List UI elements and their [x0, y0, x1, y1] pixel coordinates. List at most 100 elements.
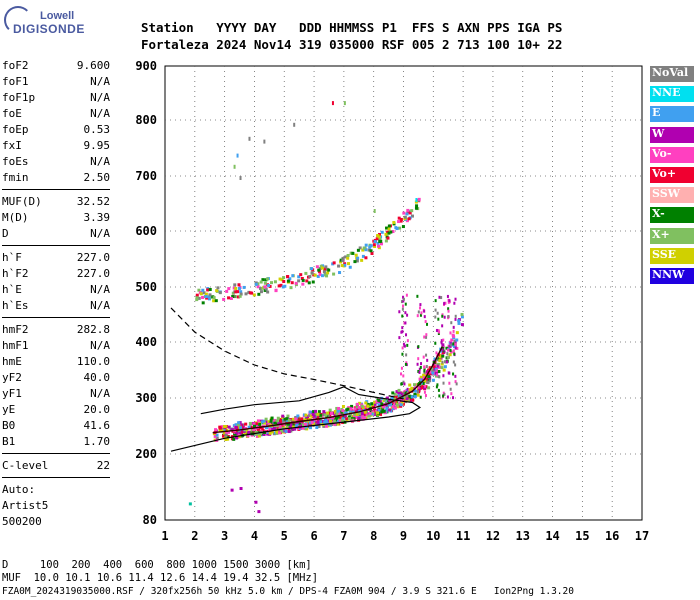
echo-point	[396, 405, 400, 409]
echo-point	[372, 243, 376, 247]
echo-point	[332, 419, 336, 423]
sporadic-echo	[239, 176, 242, 180]
echo-point	[379, 239, 383, 243]
param-value: 22	[96, 459, 110, 472]
echo-point	[408, 383, 412, 387]
echo-point	[442, 368, 446, 372]
echo-point	[402, 211, 406, 215]
echo-point	[397, 216, 401, 220]
echo-point	[291, 274, 295, 278]
sporadic-echo	[263, 139, 266, 144]
x-tick-label: 7	[340, 529, 347, 543]
echo-point	[328, 408, 332, 412]
echo-point	[428, 370, 432, 374]
echo-point	[363, 412, 367, 416]
echo-point	[273, 421, 277, 425]
low-echo	[230, 488, 234, 492]
echo-point	[340, 264, 344, 268]
echo-point	[405, 219, 409, 223]
echo-point	[405, 399, 409, 403]
param-value: N/A	[90, 75, 110, 88]
echo-point	[315, 425, 319, 429]
echo-point	[265, 425, 269, 429]
echo-point	[332, 261, 336, 265]
echo-point	[353, 407, 357, 411]
spread-f-point	[452, 325, 455, 329]
echo-point	[289, 422, 293, 426]
spread-f-point	[450, 392, 453, 396]
echo-point	[394, 395, 398, 399]
spread-f-point	[406, 343, 409, 347]
sporadic-echo	[233, 164, 236, 169]
echo-point	[318, 267, 322, 271]
echo-point	[388, 408, 392, 412]
echo-point	[331, 262, 335, 266]
spread-f-point	[402, 295, 405, 299]
echo-point	[371, 410, 375, 414]
spread-f-point	[442, 394, 445, 398]
echo-point	[357, 405, 361, 409]
echo-point	[271, 427, 275, 431]
autoscaling-note: Auto:	[2, 483, 36, 496]
echo-point	[335, 406, 339, 410]
echo-point	[361, 248, 365, 252]
echo-point	[376, 244, 380, 248]
echo-point	[443, 365, 447, 369]
echo-point	[410, 386, 414, 390]
echo-point	[401, 398, 405, 402]
echo-point	[366, 404, 370, 408]
param-name: MUF(D)	[2, 195, 42, 208]
echo-point	[455, 338, 459, 342]
echo-point	[391, 230, 395, 234]
echo-point	[393, 406, 397, 410]
param-row-hmf1: hmF1 N/A	[2, 338, 110, 354]
spread-f-point	[423, 315, 426, 319]
echo-point	[227, 296, 231, 300]
echo-point	[445, 346, 449, 350]
spread-f-point	[453, 339, 456, 343]
echo-point	[413, 395, 417, 399]
echo-point	[209, 295, 213, 299]
spread-f-point	[452, 349, 455, 353]
spread-f-point	[400, 330, 403, 334]
param-value: 9.95	[83, 139, 111, 152]
echo-point	[373, 402, 377, 406]
param-row-fof1p: foF1p N/A	[2, 90, 110, 106]
echo-point	[439, 349, 443, 353]
param-row-mufd: MUF(D) 32.52	[2, 194, 110, 210]
spread-f-point	[436, 364, 439, 368]
echo-point	[218, 426, 222, 430]
param-row-ye: yE 20.0	[2, 402, 110, 418]
echo-point	[425, 370, 429, 374]
echo-point	[238, 432, 242, 436]
echo-point	[385, 406, 389, 410]
spread-f-point	[404, 362, 407, 366]
spread-f-point	[405, 333, 408, 337]
echo-point	[230, 428, 234, 432]
spread-f-point	[434, 341, 437, 345]
param-row-fof1: foF1 N/A	[2, 74, 110, 90]
sporadic-echo	[343, 101, 346, 106]
x-tick-label: 17	[635, 529, 649, 543]
echo-point	[341, 404, 345, 408]
echo-point	[399, 219, 403, 223]
echo-point	[361, 415, 365, 419]
param-row-hf2: h`F2 227.0	[2, 266, 110, 282]
echo-point	[301, 278, 305, 282]
spread-f-point	[446, 352, 449, 356]
echo-point	[367, 248, 371, 252]
echo-point	[276, 423, 280, 427]
spread-f-point	[423, 365, 426, 369]
echo-point	[399, 403, 403, 407]
spread-f-point	[418, 370, 421, 374]
echo-point	[437, 369, 441, 373]
echo-point	[428, 379, 432, 383]
legend-item-ssw: SSW	[650, 187, 694, 204]
echo-point	[379, 408, 383, 412]
echo-point	[256, 282, 260, 286]
echo-point	[399, 404, 403, 408]
echo-point	[282, 279, 286, 283]
echo-point	[316, 420, 320, 424]
echo-point	[257, 434, 261, 438]
spread-f-point	[453, 301, 456, 305]
